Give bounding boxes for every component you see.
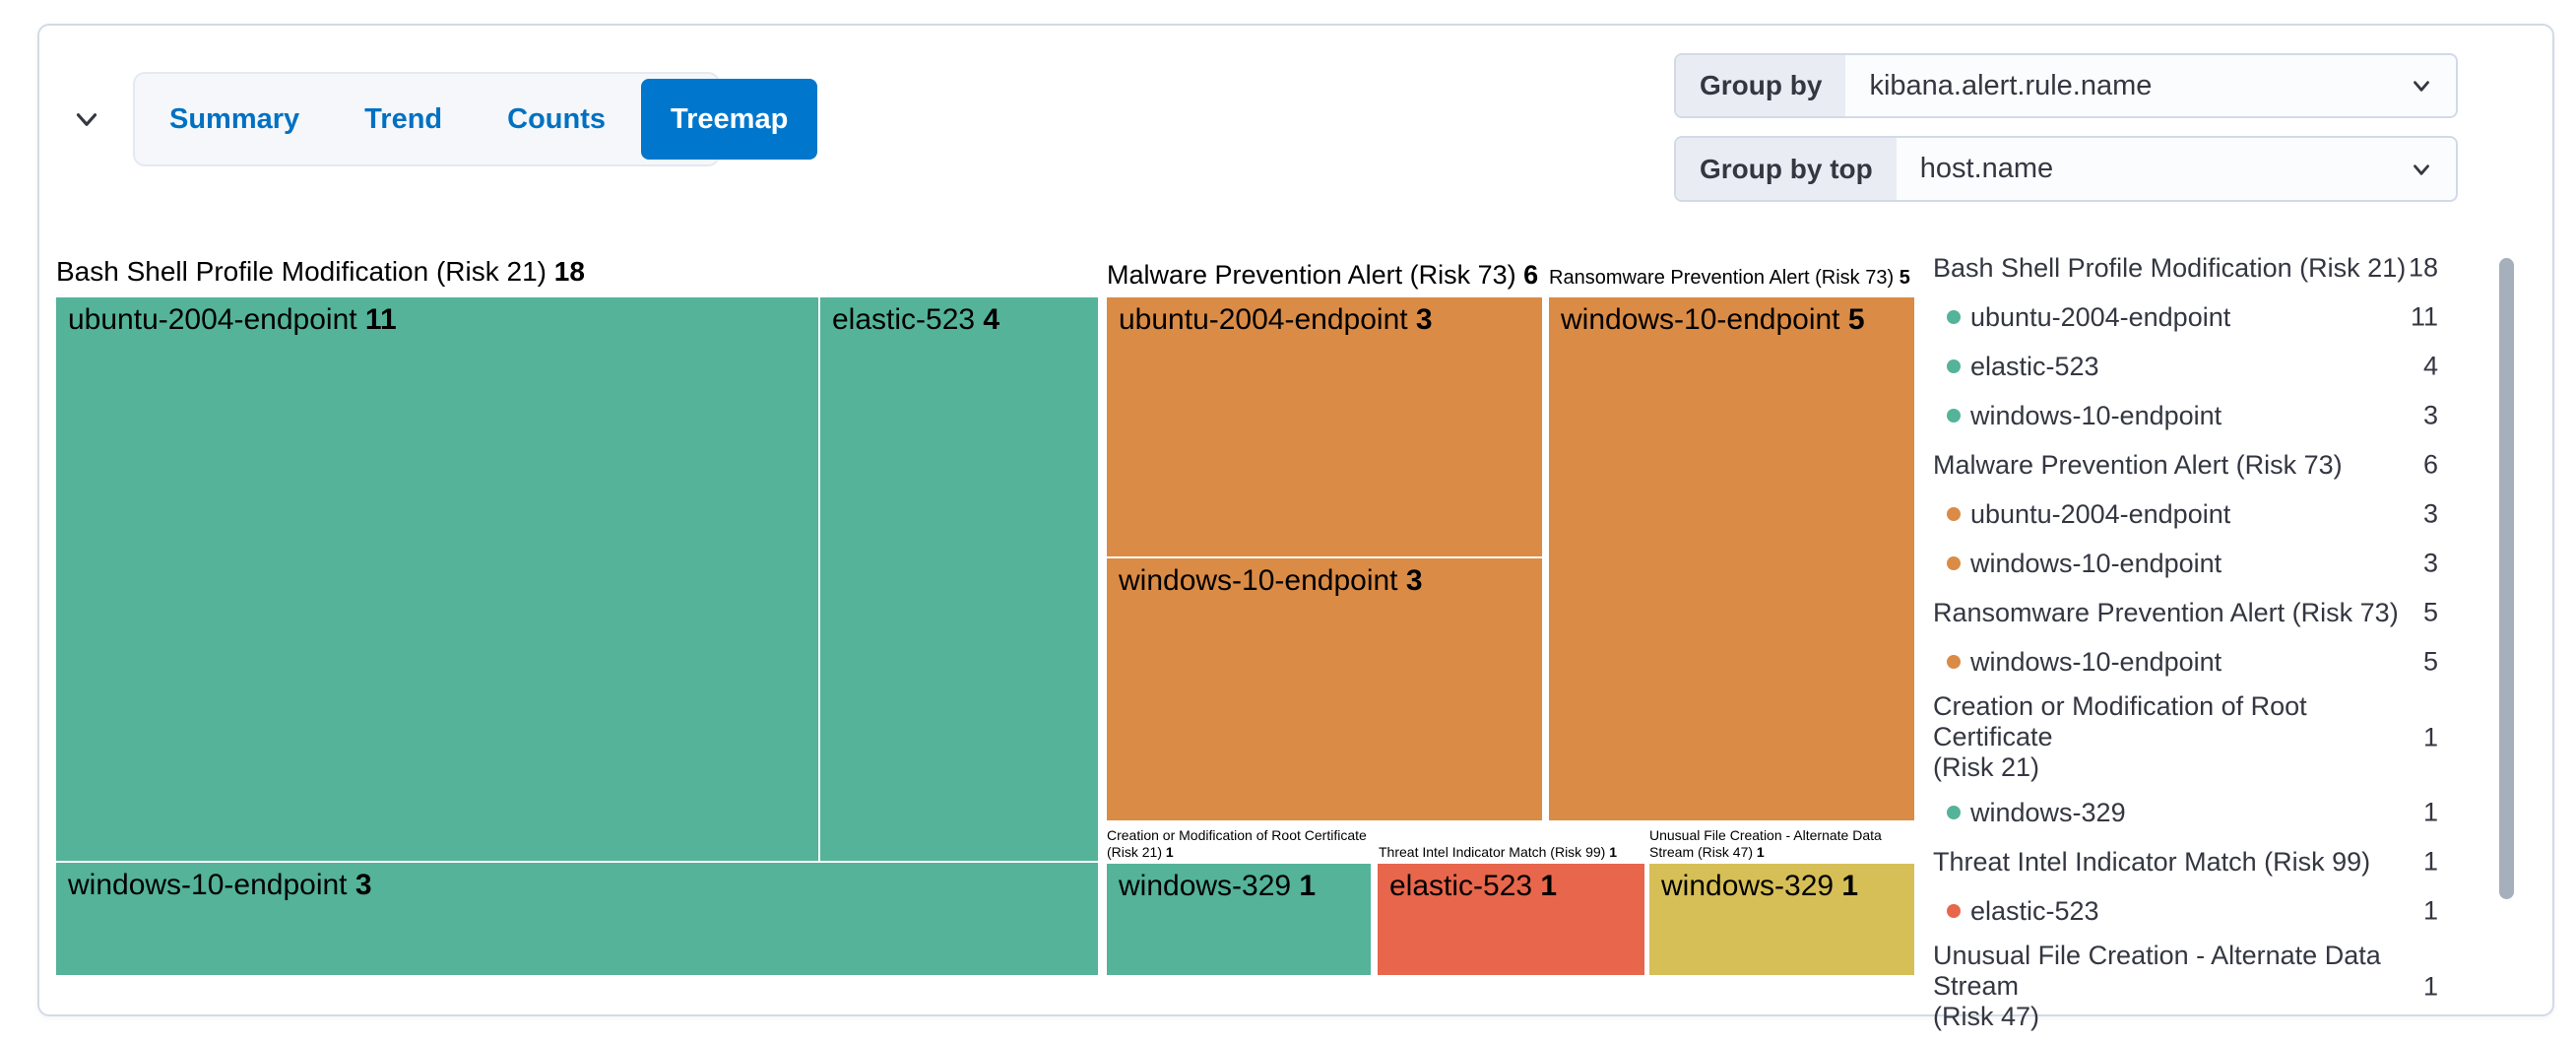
view-tab-trend[interactable]: Trend	[364, 102, 443, 135]
legend-item-label[interactable]: ubuntu-2004-endpoint	[1970, 498, 2231, 529]
legend-item-group: Creation or Modification of Root Certifi…	[1933, 691, 2475, 783]
legend-item-count: 1	[2422, 846, 2438, 877]
treemap-group-label: Ransomware Prevention Alert (Risk 73) 5	[1549, 267, 1910, 289]
legend-item-leaf: elastic-523 4	[1933, 347, 2475, 386]
legend-item-leaf: ubuntu-2004-endpoint 11	[1933, 297, 2475, 337]
legend-item-group: Bash Shell Profile Modification (Risk 21…	[1933, 248, 2475, 288]
group-by-label: Group by	[1676, 55, 1846, 116]
legend-item-leaf: elastic-523 1	[1933, 891, 2475, 931]
legend-color-dot	[1947, 904, 1961, 918]
legend-item-count: 5	[2422, 646, 2438, 677]
legend-item-label[interactable]: windows-10-endpoint	[1970, 548, 2222, 578]
group-by-value: kibana.alert.rule.name	[1869, 69, 2153, 101]
legend-color-dot	[1947, 806, 1961, 819]
chevron-down-icon	[2409, 55, 2456, 116]
group-by-select[interactable]: Group by kibana.alert.rule.name	[1674, 53, 2458, 118]
treemap-group-label: Creation or Modification of Root Certifi…	[1107, 827, 1367, 860]
group-by-top-label: Group by top	[1676, 138, 1897, 200]
legend-item-label[interactable]: elastic-523	[1970, 351, 2099, 381]
legend-item-group: Ransomware Prevention Alert (Risk 73) 5	[1933, 593, 2475, 632]
legend-item-count: 3	[2422, 400, 2438, 430]
legend-item-label[interactable]: ubuntu-2004-endpoint	[1970, 301, 2231, 332]
group-by-top-value: host.name	[1919, 153, 2054, 184]
treemap-cell[interactable]: windows-10-endpoint 5	[1549, 297, 1914, 820]
legend-color-dot	[1947, 507, 1961, 521]
legend-item-group: Threat Intel Indicator Match (Risk 99) 1	[1933, 842, 2475, 881]
legend-item-label[interactable]: windows-10-endpoint	[1970, 400, 2222, 430]
legend-item-count: 1	[2422, 971, 2438, 1001]
legend-item-label[interactable]: windows-10-endpoint	[1970, 646, 2222, 677]
legend-item-count: 1	[2422, 895, 2438, 926]
legend-item-label[interactable]: Bash Shell Profile Modification (Risk 21…	[1933, 252, 2407, 283]
treemap-cell[interactable]: ubuntu-2004-endpoint 3	[1107, 297, 1542, 556]
legend-color-dot	[1947, 655, 1961, 669]
legend-item-label[interactable]: Malware Prevention Alert (Risk 73)	[1933, 449, 2343, 480]
legend-item-count: 3	[2422, 548, 2438, 578]
treemap-cell[interactable]: elastic-523 4	[820, 297, 1098, 861]
treemap-cell[interactable]: windows-10-endpoint 3	[1107, 558, 1542, 820]
legend-item-leaf: windows-329 1	[1933, 793, 2475, 832]
treemap-legend: Bash Shell Profile Modification (Risk 21…	[1933, 248, 2475, 1042]
group-by-top-select[interactable]: Group by top host.name	[1674, 136, 2458, 202]
legend-item-label[interactable]: Unusual File Creation - Alternate Data S…	[1933, 941, 2381, 1031]
view-tab-counts[interactable]: Counts	[507, 102, 607, 135]
legend-color-dot	[1947, 310, 1961, 324]
legend-item-count: 5	[2422, 597, 2438, 627]
treemap-group-label: Threat Intel Indicator Match (Risk 99) 1	[1379, 844, 1617, 860]
legend-color-dot	[1947, 556, 1961, 570]
treemap-cell[interactable]: windows-329 1	[1107, 864, 1371, 975]
legend-color-dot	[1947, 359, 1961, 373]
treemap-cell[interactable]: ubuntu-2004-endpoint 11	[56, 297, 818, 861]
legend-item-label[interactable]: windows-329	[1970, 797, 2126, 827]
treemap-group-label: Unusual File Creation - Alternate Data St…	[1649, 827, 1882, 860]
legend-item-count: 1	[2422, 722, 2438, 751]
legend-item-count: 6	[2422, 449, 2438, 480]
treemap-cell[interactable]: windows-329 1	[1649, 864, 1914, 975]
legend-item-label[interactable]: Threat Intel Indicator Match (Risk 99)	[1933, 846, 2371, 877]
legend-item-group: Unusual File Creation - Alternate Data S…	[1933, 941, 2475, 1032]
legend-item-count: 3	[2422, 498, 2438, 529]
legend-item-label[interactable]: Creation or Modification of Root Certifi…	[1933, 691, 2307, 782]
legend-item-label[interactable]: elastic-523	[1970, 895, 2099, 926]
view-tab-treemap[interactable]: Treemap	[641, 79, 818, 160]
treemap-group-label: Malware Prevention Alert (Risk 73) 6	[1107, 260, 1539, 290]
legend-item-leaf: ubuntu-2004-endpoint 3	[1933, 494, 2475, 534]
treemap-cell[interactable]: windows-10-endpoint 3	[56, 863, 1098, 975]
legend-item-count: 11	[2410, 301, 2438, 332]
view-tab-summary[interactable]: Summary	[169, 102, 300, 135]
legend-item-label[interactable]: Ransomware Prevention Alert (Risk 73)	[1933, 597, 2399, 627]
legend-item-leaf: windows-10-endpoint 3	[1933, 396, 2475, 435]
chevron-down-icon	[2409, 138, 2456, 200]
legend-item-count: 1	[2422, 797, 2438, 827]
chevron-down-icon	[70, 102, 103, 139]
legend-color-dot	[1947, 409, 1961, 423]
legend-item-count: 18	[2408, 252, 2438, 283]
legend-item-leaf: windows-10-endpoint 5	[1933, 642, 2475, 682]
view-selector-button-group: Summary Trend Counts Treemap	[133, 72, 818, 166]
treemap-cell[interactable]: elastic-523 1	[1378, 864, 1644, 975]
legend-item-leaf: windows-10-endpoint 3	[1933, 544, 2475, 583]
legend-scrollbar[interactable]	[2499, 258, 2514, 899]
collapse-toggle-button[interactable]	[65, 98, 108, 142]
legend-item-group: Malware Prevention Alert (Risk 73) 6	[1933, 445, 2475, 485]
treemap-group-label: Bash Shell Profile Modification (Risk 21…	[56, 256, 585, 287]
legend-item-count: 4	[2422, 351, 2438, 381]
